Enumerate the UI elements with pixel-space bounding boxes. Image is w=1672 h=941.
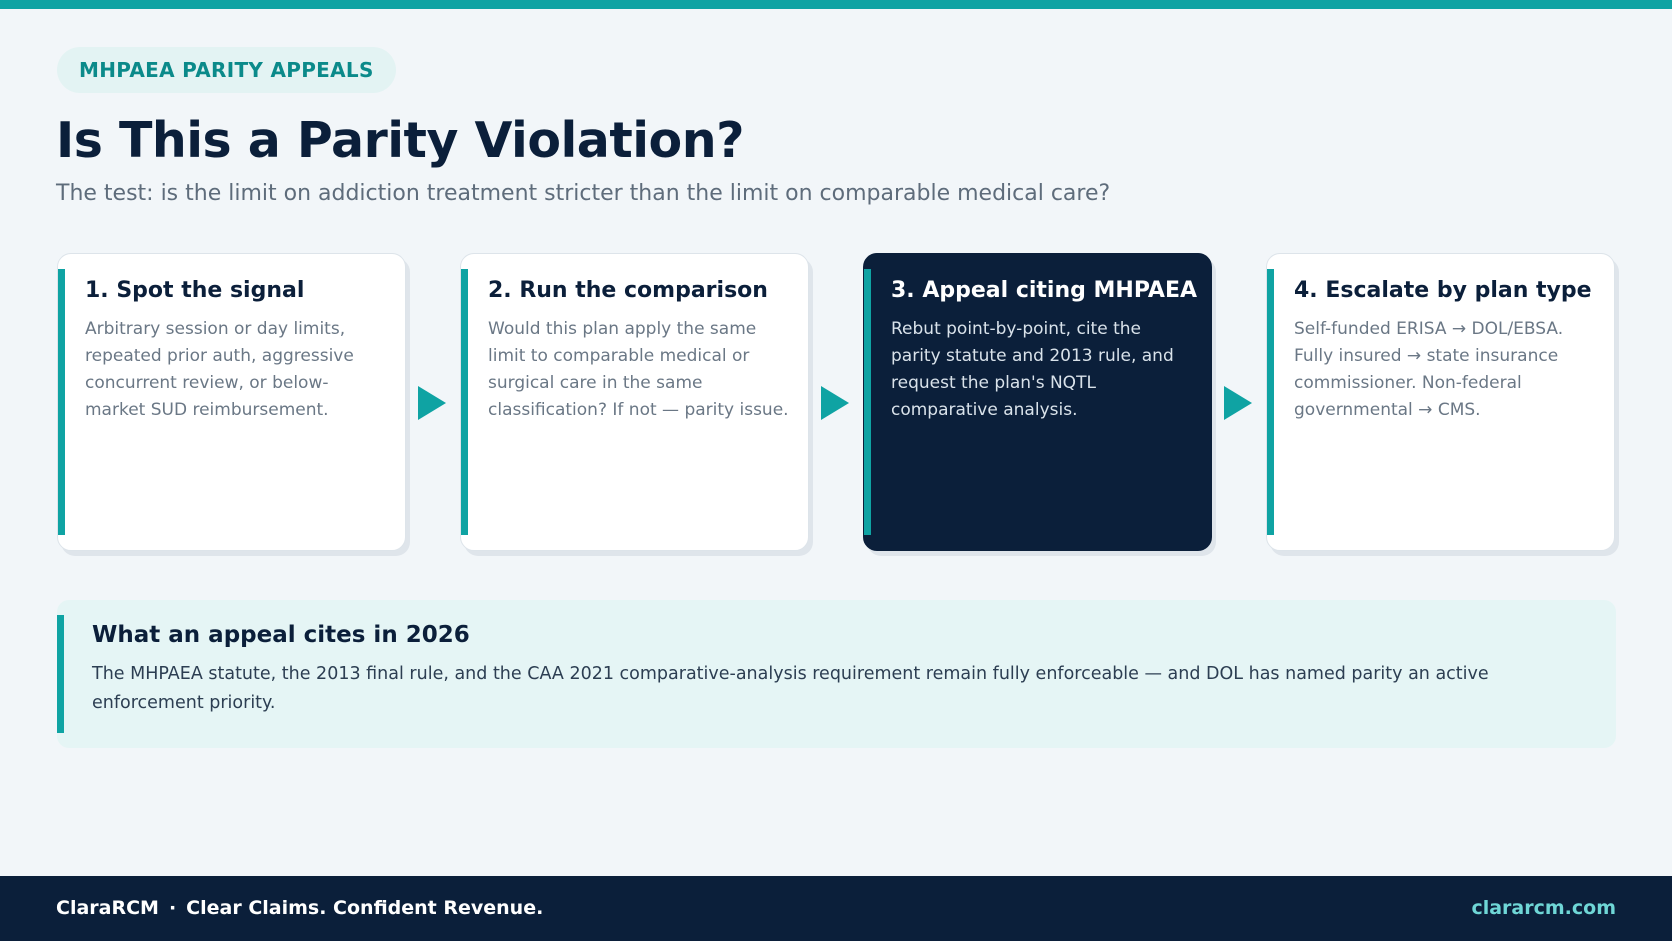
accent-bar (58, 269, 65, 535)
callout-title: What an appeal cites in 2026 (92, 622, 470, 648)
step-card: 1. Spot the signal Arbitrary session or d… (57, 253, 406, 551)
top-bar (0, 0, 1672, 9)
site-link[interactable]: clararcm.com (1471, 897, 1616, 919)
footer: ClaraRCM · Clear Claims. Confident Revenue… (0, 876, 1672, 941)
step-title: 2. Run the comparison (488, 278, 768, 303)
title: Is This a Parity Violation? (56, 112, 745, 169)
tagline: Clear Claims. Confident Revenue. (186, 897, 544, 919)
separator: · (168, 897, 177, 919)
arrow (1224, 386, 1252, 420)
brand: ClaraRCM (56, 897, 159, 919)
step-body: Self-funded ERISA → DOL/EBSA. Fully insu… (1294, 319, 1564, 420)
step-card: 2. Run the comparison Would this plan app… (460, 253, 809, 551)
accent-bar (57, 615, 64, 733)
badge: MHPAEA PARITY APPEALS (57, 47, 396, 93)
step-title: 1. Spot the signal (85, 278, 305, 303)
step-title: 4. Escalate by plan type (1294, 278, 1592, 303)
step-title: 3. Appeal citing MHPAEA (891, 278, 1198, 303)
callout-body: The MHPAEA statute, the 2013 final rule,… (92, 664, 1489, 713)
callout: What an appeal cites in 2026 The MHPAEA s… (57, 600, 1616, 748)
step-card-active: 3. Appeal citing MHPAEA Rebut point-by-po… (863, 253, 1212, 551)
step-body: Rebut point-by-point, cite the parity st… (891, 319, 1174, 420)
step-body: Arbitrary session or day limits, repeate… (85, 319, 354, 420)
step-body: Would this plan apply the same limit to … (488, 319, 789, 420)
accent-bar (864, 269, 871, 535)
subtitle: The test: is the limit on addiction trea… (56, 181, 1111, 206)
accent-bar (461, 269, 468, 535)
accent-bar (1267, 269, 1274, 535)
step-card: 4. Escalate by plan type Self-funded ERIS… (1266, 253, 1615, 551)
arrow (821, 386, 849, 420)
arrow (418, 386, 446, 420)
